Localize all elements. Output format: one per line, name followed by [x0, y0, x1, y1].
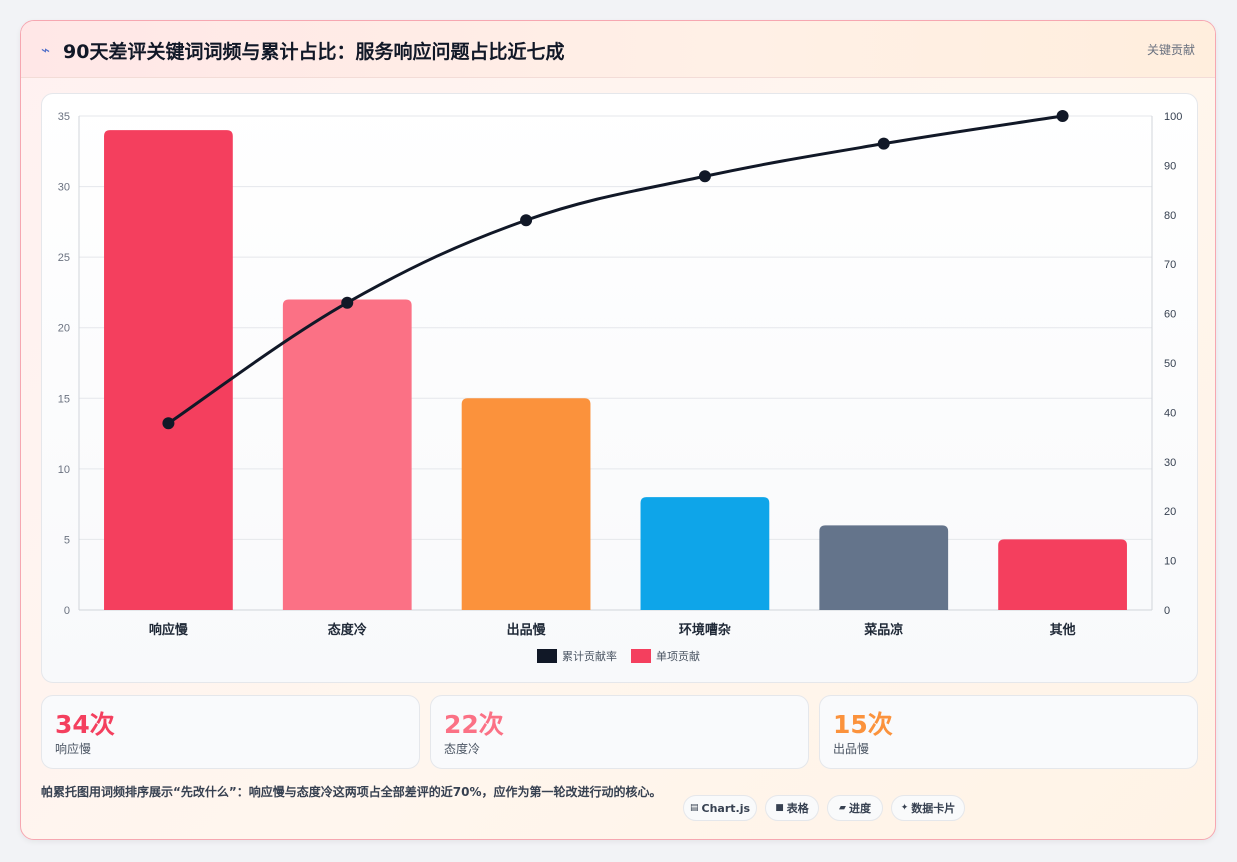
pill-label: Chart.js [701, 801, 751, 815]
y-right-tick-label: 20 [1164, 506, 1176, 518]
report-card: ⌁ 90天差评关键词词频与累计占比：服务响应问题占比近七成 关键贡献 0 5 10 1… [20, 20, 1216, 840]
y-left-tick-label: 10 [58, 464, 70, 476]
pill-chartjs[interactable]: ▤ Chart.js [683, 795, 757, 821]
cumulative-point-1 [162, 417, 175, 430]
cumulative-point-3 [520, 214, 533, 227]
x-tick-label: 出品慢 [507, 622, 547, 637]
y-right-tick-label: 70 [1164, 259, 1176, 271]
y-right-tick-label: 50 [1164, 358, 1176, 370]
cumulative-point-4 [698, 170, 711, 183]
stat-value-1: 34次 [55, 710, 115, 739]
y-right-tick-label: 10 [1164, 556, 1176, 568]
stat-card-2: 22次 态度冷 [430, 695, 809, 769]
y-left-tick-label: 25 [58, 252, 70, 264]
pareto-chart: 0 5 10 15 20 25 30 35 0 10 20 30 40 50 60 70 80 90 100 响应慢 态… [58, 110, 1182, 663]
stat-label-1: 响应慢 [55, 742, 92, 756]
y-right-tick-label: 0 [1164, 605, 1170, 617]
y-right-tick-label: 60 [1164, 309, 1176, 321]
pill-label: 表格 [786, 802, 809, 815]
chart-panel: 0 5 10 15 20 25 30 35 0 10 20 30 40 50 60 70 80 90 100 响应慢 态… [41, 93, 1198, 683]
y-left-tick-label: 15 [58, 393, 70, 405]
pill-label: 数据卡片 [911, 802, 956, 815]
stat-value-2: 22次 [444, 710, 504, 739]
stat-card-3: 15次 出品慢 [819, 695, 1198, 769]
y-right-tick-label: 100 [1164, 111, 1182, 123]
stat-label-2: 态度冷 [444, 742, 481, 756]
x-tick-label: 其他 [1050, 622, 1076, 637]
card-header: ⌁ 90天差评关键词词频与累计占比：服务响应问题占比近七成 关键贡献 [21, 21, 1215, 78]
y-left-tick-label: 20 [58, 323, 70, 335]
x-tick-label: 响应慢 [149, 622, 189, 637]
bar-1 [104, 130, 233, 610]
table-icon: ■ [775, 803, 784, 813]
legend-swatch-bars [631, 649, 651, 663]
y-right-tick-label: 90 [1164, 160, 1176, 172]
pill-progress[interactable]: ▰ 进度 [827, 795, 883, 821]
legend-label-cumulative: 累计贡献率 [562, 649, 617, 663]
cumulative-point-2 [341, 296, 354, 309]
y-left-tick-label: 35 [58, 111, 70, 123]
y-left-tick-label: 0 [64, 605, 70, 617]
x-tick-label: 环境嘈杂 [679, 622, 731, 637]
pill-label: 进度 [848, 802, 871, 815]
y-right-tick-label: 30 [1164, 457, 1176, 469]
stat-label-3: 出品慢 [833, 742, 870, 756]
legend-swatch-cumulative [537, 649, 557, 663]
bar-4 [640, 497, 770, 610]
summary-text: 帕累托图用词频排序展示“先改什么”：响应慢与态度冷这两项占全部差评的近70%，应… [41, 785, 662, 799]
lightning-icon: ⌁ [41, 41, 51, 59]
page-title: 90天差评关键词词频与累计占比：服务响应问题占比近七成 [63, 41, 565, 63]
y-left-tick-label: 30 [58, 182, 70, 194]
sparkle-icon: ✦ [900, 803, 909, 813]
bar-5 [819, 525, 949, 610]
bar-6 [998, 539, 1127, 610]
cumulative-point-5 [877, 137, 890, 150]
y-right-tick-label: 80 [1164, 210, 1176, 222]
cumulative-point-6 [1056, 110, 1069, 122]
chart-icon: ▤ [689, 803, 699, 813]
progress-icon: ▰ [839, 803, 846, 813]
pill-table[interactable]: ■ 表格 [765, 795, 819, 821]
bar-3 [461, 398, 591, 610]
legend-label-bars: 单项贡献 [656, 649, 700, 663]
pill-data-card[interactable]: ✦ 数据卡片 [891, 795, 965, 821]
y-left-tick-label: 5 [64, 534, 70, 546]
x-tick-label: 态度冷 [328, 622, 367, 637]
cumulative-line [167, 114, 1063, 425]
stat-value-3: 15次 [833, 710, 893, 739]
header-tag: 关键贡献 [1146, 43, 1195, 57]
stat-card-1: 34次 响应慢 [41, 695, 420, 769]
y-right-tick-label: 40 [1164, 407, 1176, 419]
x-tick-label: 菜品凉 [863, 622, 903, 637]
bar-2 [282, 299, 412, 610]
